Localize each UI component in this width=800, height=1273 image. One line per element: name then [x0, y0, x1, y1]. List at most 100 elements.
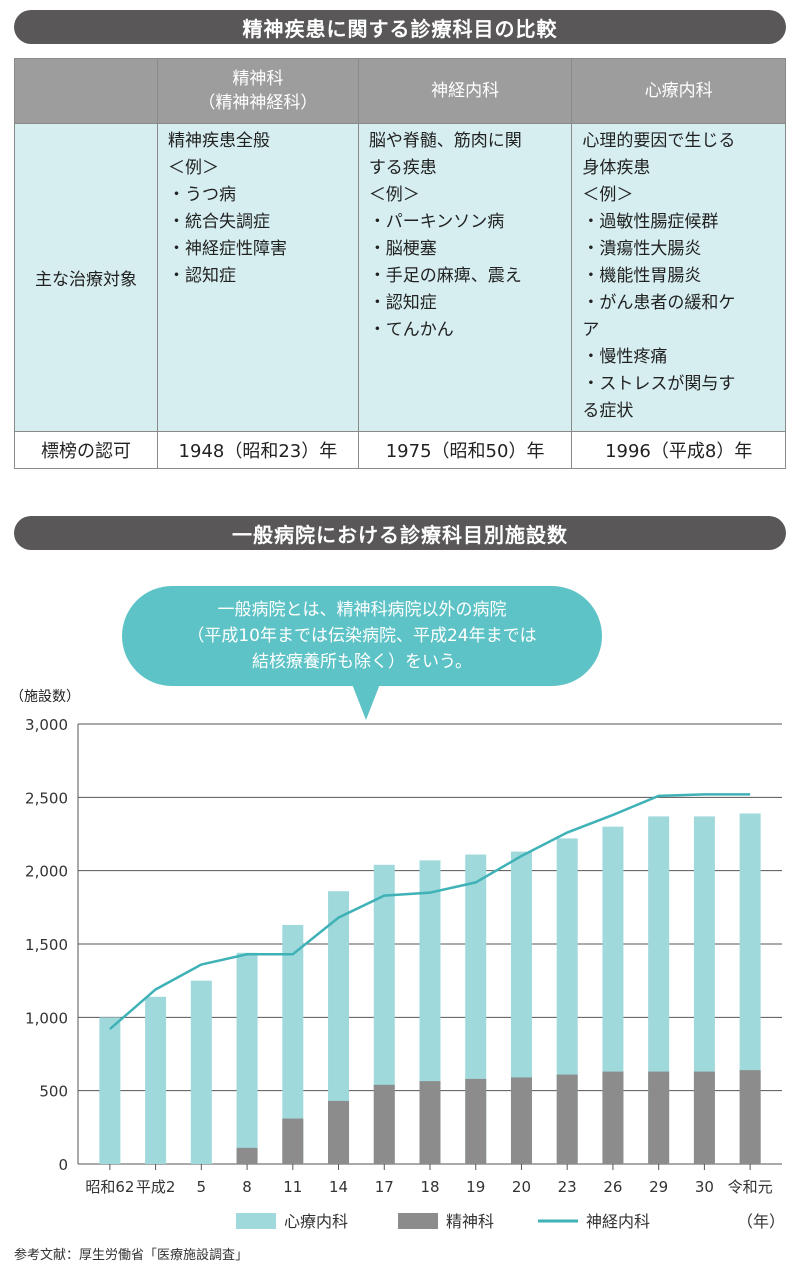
- y-axis-unit: （施設数）: [10, 689, 80, 705]
- target-item: 心理的要因で生じる: [582, 131, 736, 151]
- y-tick-label: 1,500: [25, 936, 68, 954]
- source-note: 参考文献：厚生労働省「医療施設調査」: [14, 1248, 249, 1263]
- targets-psychiatry: 精神疾患全般 ＜例＞ ・うつ病 ・統合失調症 ・神経症性障害 ・認知症: [157, 123, 359, 432]
- bar-psychosomatic: [465, 854, 487, 1164]
- x-tick-label: 17: [375, 1178, 394, 1196]
- legend-label-neurology: 神経内科: [586, 1212, 650, 1231]
- header-neurology: 神経内科: [357, 58, 573, 124]
- year-psychosomatic: 1996（平成8）年: [571, 431, 786, 469]
- target-item: ・慢性疼痛: [582, 347, 668, 367]
- callout-line-1: 一般病院とは、精神科病院以外の病院: [217, 600, 507, 620]
- bar-psychiatry: [419, 1081, 441, 1164]
- x-tick-label: 8: [242, 1178, 252, 1196]
- bar-psychiatry: [602, 1071, 624, 1164]
- target-item: ＜例＞: [168, 158, 219, 178]
- bar-psychosomatic: [373, 864, 395, 1164]
- target-item: ・ストレスが関与す: [582, 374, 736, 394]
- x-tick-label: 19: [466, 1178, 485, 1196]
- target-item: する疾患: [368, 158, 437, 178]
- x-tick-label: 平成2: [136, 1178, 176, 1196]
- legend-label-psychiatry: 精神科: [446, 1212, 494, 1231]
- x-tick-label: 20: [512, 1178, 531, 1196]
- target-item: ・過敏性腸症候群: [582, 212, 719, 232]
- callout-line-3: 結核療養所も除く）をいう。: [252, 652, 472, 672]
- target-item: ＜例＞: [368, 185, 420, 205]
- targets-psychosomatic: 心理的要因で生じる 身体疾患 ＜例＞ ・過敏性腸症候群 ・潰瘍性大腸炎 ・機能性胃腸炎・が…: [571, 123, 786, 432]
- year-psychiatry: 1948（昭和23）年: [157, 431, 359, 469]
- bar-psychiatry: [465, 1078, 487, 1164]
- x-tick-label: 令和元: [728, 1178, 773, 1196]
- table-row-years: 標榜の認可 1948（昭和23）年 1975（昭和50）年 1996（平成8）年: [14, 431, 786, 469]
- line-neurology: [109, 793, 751, 1031]
- row-label-years: 標榜の認可: [14, 431, 158, 469]
- bar-psychosomatic: [99, 1017, 121, 1164]
- bar-psychosomatic: [145, 996, 167, 1164]
- x-tick-label: 5: [197, 1178, 207, 1196]
- target-item: ・統合失調症: [168, 212, 270, 232]
- x-tick-label: 29: [649, 1178, 668, 1196]
- y-tick-label: 0: [58, 1156, 68, 1174]
- definition-callout: 一般病院とは、精神科病院以外の病院 （平成10年までは伝染病院、平成24年までは…: [122, 586, 602, 686]
- target-item: る症状: [582, 401, 634, 421]
- comparison-table: 精神科 （精神神経科） 神経内科 心療内科 主な治療対象 精神疾患全般 ＜例＞ ・う…: [14, 58, 786, 469]
- target-item: ・神経症性障害: [168, 239, 287, 259]
- x-tick-label: 18: [420, 1178, 439, 1196]
- x-tick-label: 26: [603, 1178, 622, 1196]
- legend-swatch-psychosomatic: [236, 1213, 276, 1229]
- x-tick-label: 30: [695, 1178, 714, 1196]
- bar-psychosomatic: [648, 816, 670, 1164]
- target-item: ・てんかん: [368, 320, 454, 340]
- bar-psychiatry: [328, 1100, 350, 1164]
- bar-psychosomatic: [693, 816, 715, 1164]
- header-psychosomatic: 心療内科: [571, 58, 786, 124]
- target-item: ・機能性胃腸炎: [582, 266, 702, 286]
- bar-psychosomatic: [419, 860, 441, 1164]
- targets-neurology: 脳や脊髄、筋肉に関 する疾患 ＜例＞ ・パーキンソン病 ・脳梗塞 ・手足の麻痺、震え ・認知…: [357, 123, 573, 432]
- header-psychiatry: 精神科 （精神神経科）: [157, 58, 359, 124]
- x-tick-label: 14: [329, 1178, 348, 1196]
- x-tick-label: 昭和62: [85, 1178, 134, 1196]
- bar-psychosomatic: [602, 826, 624, 1164]
- bar-psychiatry: [373, 1084, 395, 1164]
- callout-line-2: （平成10年までは伝染病院、平成24年までは: [187, 626, 537, 646]
- target-item: ア: [582, 320, 600, 340]
- chart-title: 一般病院における診療科目別施設数: [232, 522, 568, 547]
- x-tick-label: 11: [283, 1178, 302, 1196]
- y-tick-label: 2,000: [25, 863, 68, 881]
- target-item: 脳や脊髄、筋肉に関: [368, 131, 522, 151]
- x-tick-label: 23: [558, 1178, 577, 1196]
- bar-psychosomatic: [190, 980, 212, 1164]
- legend-label-psychosomatic: 心療内科: [284, 1212, 348, 1231]
- target-item: ・うつ病: [168, 185, 236, 205]
- callout-tail: [352, 684, 380, 720]
- bar-psychiatry: [236, 1147, 258, 1164]
- target-item: ・がん患者の緩和ケ: [582, 293, 736, 313]
- row-label-targets: 主な治療対象: [14, 123, 158, 432]
- comparison-title-banner: 精神疾患に関する診療科目の比較: [14, 10, 786, 44]
- y-tick-label: 3,000: [25, 716, 68, 734]
- bar-psychiatry: [556, 1074, 578, 1164]
- x-axis-unit: （年）: [737, 1212, 785, 1231]
- table-row-targets: 主な治療対象 精神疾患全般 ＜例＞ ・うつ病・統合失調症 ・神経症性障害・認知症 脳や…: [14, 123, 786, 432]
- target-item: ＜例＞: [582, 185, 634, 205]
- target-item: 精神疾患全般: [168, 131, 270, 151]
- bar-psychosomatic: [282, 924, 304, 1164]
- table-header-row: 精神科 （精神神経科） 神経内科 心療内科: [14, 58, 786, 124]
- bar-psychosomatic: [236, 952, 258, 1164]
- bar-psychiatry: [739, 1070, 761, 1164]
- bar-psychiatry: [693, 1071, 715, 1164]
- bar-psychiatry: [648, 1071, 670, 1164]
- y-tick-label: 2,500: [25, 789, 68, 807]
- bar-psychosomatic: [510, 851, 532, 1164]
- y-tick-label: 1,000: [25, 1009, 68, 1027]
- legend-swatch-psychiatry: [398, 1213, 438, 1229]
- bar-psychiatry: [282, 1118, 304, 1164]
- bar-psychiatry: [510, 1077, 532, 1164]
- target-item: ・潰瘍性大腸炎: [582, 239, 702, 259]
- target-item: ・認知症: [368, 293, 437, 313]
- target-item: 身体疾患: [582, 158, 651, 178]
- comparison-title: 精神疾患に関する診療科目の比較: [242, 16, 558, 41]
- bar-psychosomatic: [328, 891, 350, 1164]
- year-neurology: 1975（昭和50）年: [357, 431, 573, 469]
- table-corner-cell: [14, 58, 158, 124]
